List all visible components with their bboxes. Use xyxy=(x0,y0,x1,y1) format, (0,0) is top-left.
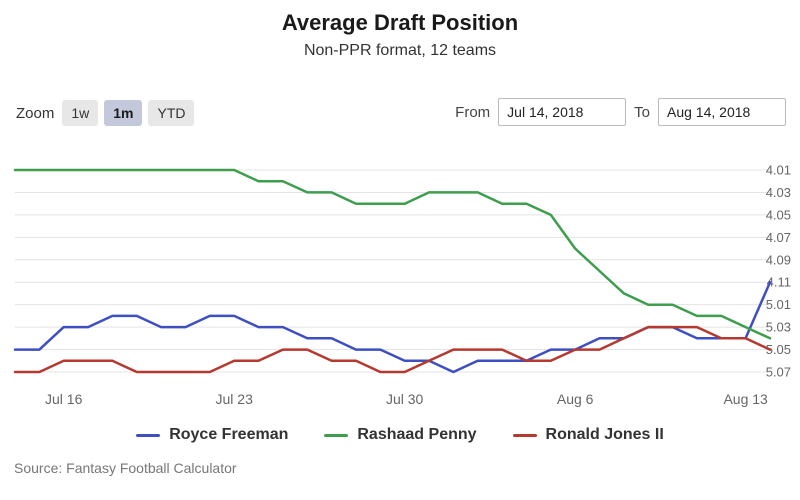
chart-title: Average Draft Position xyxy=(281,10,519,35)
legend-item-royce-freeman[interactable]: Royce Freeman xyxy=(136,426,288,444)
y-axis-tick-label: 4.07 xyxy=(766,230,791,245)
y-axis-tick-label: 4.03 xyxy=(766,185,791,200)
zoom-button-1m[interactable]: 1m xyxy=(104,100,143,126)
y-axis-tick-label: 5.07 xyxy=(766,365,791,380)
source-credit: Source: Fantasy Football Calculator xyxy=(14,460,237,476)
from-date-input[interactable] xyxy=(498,98,627,126)
from-label: From xyxy=(455,103,491,121)
y-axis-tick-label: 5.05 xyxy=(766,342,791,357)
to-label: To xyxy=(634,103,650,121)
series-line-rashaad-penny xyxy=(13,168,772,340)
y-axis-tick-label: 4.11 xyxy=(767,275,791,290)
chart-subtitle: Non-PPR format, 12 teams xyxy=(303,42,497,59)
y-axis-tick-label: 5.01 xyxy=(766,297,791,312)
x-axis-tick-label: Jul 16 xyxy=(45,391,83,407)
to-date-input[interactable] xyxy=(658,98,786,126)
y-axis-tick-label: 5.03 xyxy=(766,320,791,335)
x-axis-tick-label: Aug 13 xyxy=(723,391,768,407)
y-axis-tick-label: 4.09 xyxy=(766,252,791,267)
adp-line-chart: 4.01 4.03 4.05 4.07 4.09 4.11 5.01 5.03 5.05 5.07… xyxy=(13,163,791,407)
x-axis-tick-label: Jul 23 xyxy=(216,391,254,407)
series-line-ronald-jones-ii xyxy=(13,325,772,374)
x-axis-tick-label: Aug 6 xyxy=(557,391,594,407)
zoom-button-ytd[interactable]: YTD xyxy=(148,100,195,126)
y-axis-tick-label: 4.01 xyxy=(766,163,791,178)
zoom-controls: Zoom 1w 1m YTD xyxy=(16,100,195,126)
legend-label: Ronald Jones II xyxy=(545,426,664,443)
legend-item-rashaad-penny[interactable]: Rashaad Penny xyxy=(324,426,477,444)
y-axis-tick-label: 4.05 xyxy=(766,207,791,222)
legend-line-swatch xyxy=(512,433,537,437)
x-axis-tick-label: Jul 30 xyxy=(386,391,424,407)
legend-item-ronald-jones-ii[interactable]: Ronald Jones II xyxy=(512,426,664,444)
chart-legend: Royce Freeman Rashaad Penny Ronald Jones I… xyxy=(0,426,800,444)
legend-line-swatch xyxy=(324,433,349,437)
zoom-label: Zoom xyxy=(16,104,55,122)
date-range-controls: From To xyxy=(455,98,786,126)
legend-label: Royce Freeman xyxy=(169,426,289,443)
legend-label: Rashaad Penny xyxy=(357,426,477,443)
zoom-button-1w[interactable]: 1w xyxy=(62,100,99,126)
legend-line-swatch xyxy=(136,433,161,437)
